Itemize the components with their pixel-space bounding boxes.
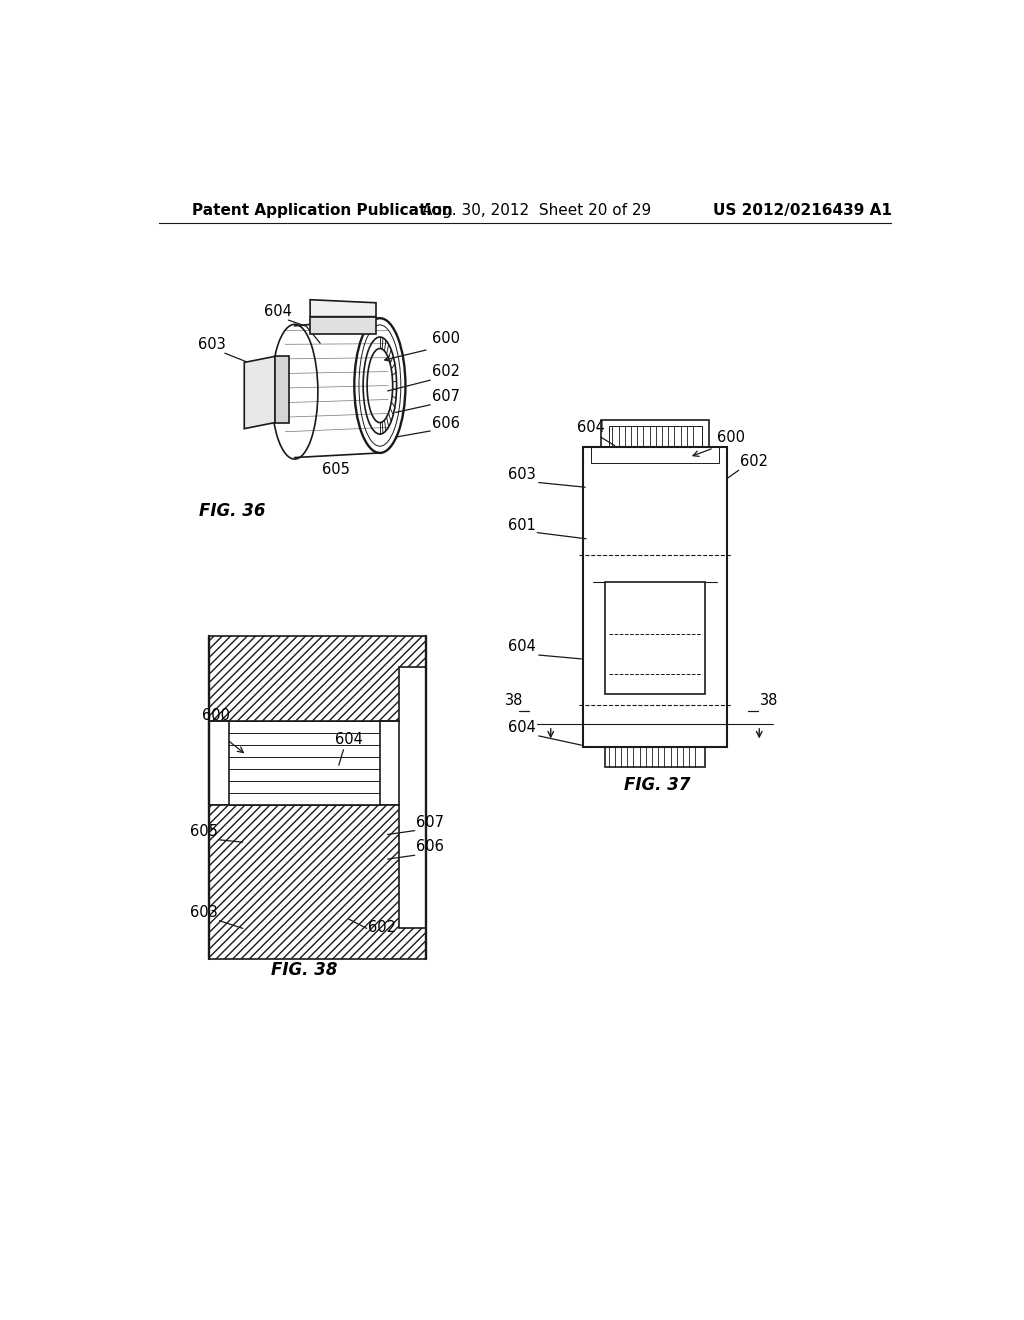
Bar (601, 420, 710, 447)
Text: 600: 600 (432, 331, 460, 346)
Text: 604: 604 (335, 731, 362, 747)
Polygon shape (209, 805, 426, 960)
Polygon shape (275, 356, 289, 422)
Text: 607: 607 (417, 814, 444, 830)
Text: 603: 603 (198, 338, 225, 352)
Text: 604: 604 (578, 420, 605, 434)
Polygon shape (245, 356, 275, 429)
Text: 38: 38 (760, 693, 778, 708)
Text: 604: 604 (508, 719, 536, 735)
Text: 605: 605 (322, 462, 349, 477)
Text: 603: 603 (190, 904, 218, 920)
Bar (604, 582, 706, 693)
Text: 606: 606 (432, 416, 460, 430)
Bar (591, 447, 719, 462)
Text: 602: 602 (369, 920, 396, 936)
Text: 603: 603 (508, 467, 536, 482)
Text: 600: 600 (202, 709, 229, 723)
Polygon shape (209, 636, 426, 721)
Bar (584, 447, 727, 747)
Text: Patent Application Publication: Patent Application Publication (191, 203, 453, 218)
Text: 602: 602 (740, 454, 768, 470)
Text: 605: 605 (190, 824, 218, 840)
Text: US 2012/0216439 A1: US 2012/0216439 A1 (713, 203, 892, 218)
Text: 607: 607 (432, 389, 460, 404)
Text: 602: 602 (432, 364, 460, 379)
Text: FIG. 38: FIG. 38 (271, 961, 338, 978)
Text: 601: 601 (508, 517, 536, 532)
Text: FIG. 36: FIG. 36 (200, 503, 266, 520)
Text: 604: 604 (263, 304, 292, 319)
Text: FIG. 37: FIG. 37 (624, 776, 690, 793)
Text: 600: 600 (717, 430, 745, 445)
Polygon shape (310, 300, 376, 317)
Polygon shape (310, 317, 376, 334)
Text: 606: 606 (417, 840, 444, 854)
Text: Aug. 30, 2012  Sheet 20 of 29: Aug. 30, 2012 Sheet 20 of 29 (423, 203, 651, 218)
Text: 604: 604 (508, 639, 536, 655)
Bar (608, 426, 701, 447)
Text: 38: 38 (506, 693, 524, 708)
Bar (604, 747, 706, 767)
